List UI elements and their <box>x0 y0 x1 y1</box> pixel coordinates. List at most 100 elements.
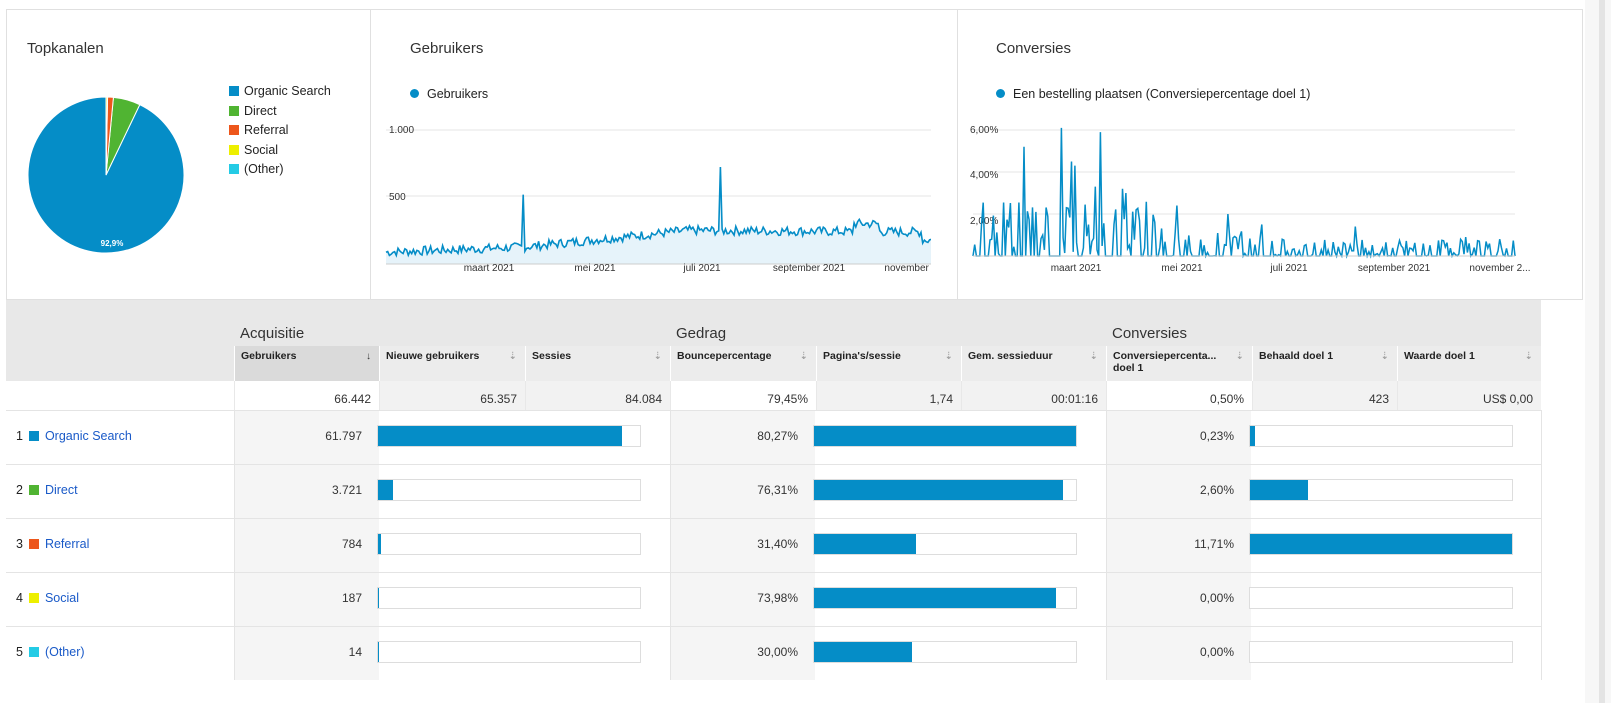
group-header-empty <box>6 300 234 346</box>
series-label: Een bestelling plaatsen (Conversiepercen… <box>1013 87 1311 101</box>
users-value: 14 <box>348 645 362 659</box>
column-header-7[interactable]: Behaald doel 1 ⇣ <box>1252 346 1397 381</box>
sort-arrow-icon[interactable]: ⇣ <box>653 351 662 362</box>
bounce-bar <box>813 479 1077 501</box>
users-line-chart[interactable]: 1.000 500 maart 2021 mei 2021 juli 2021 septe… <box>371 110 931 280</box>
row-channel: 4 Social <box>6 573 234 626</box>
users-bar <box>377 641 641 663</box>
conversion-bar-fill <box>1250 480 1309 500</box>
bounce-bar-fill <box>814 426 1076 446</box>
x-tick-label: mei 2021 <box>1161 263 1203 274</box>
conversion-line-chart[interactable]: 6,00%4,00%2,00%maart 2021 mei 2021 juli 20… <box>958 110 1545 280</box>
column-header-label: Pagina's/sessie <box>823 350 901 362</box>
column-header-2[interactable]: Sessies ⇣ <box>525 346 670 381</box>
scrollbar[interactable] <box>1585 0 1611 703</box>
channel-swatch <box>28 593 39 603</box>
x-tick-label: maart 2021 <box>1051 263 1102 274</box>
value-cell-bg <box>234 573 379 626</box>
group-header-acquisitie: Acquisitie <box>234 300 670 346</box>
value-cell-bg <box>670 411 815 464</box>
column-header-label: Gebruikers <box>241 350 297 362</box>
sort-arrow-icon[interactable]: ⇣ <box>1089 351 1098 362</box>
sort-arrow-icon[interactable]: ⇣ <box>508 351 517 362</box>
bounce-value: 76,31% <box>757 483 798 497</box>
x-tick-label: juli 2021 <box>1269 263 1308 274</box>
column-header-6[interactable]: Conversiepercenta... doel 1 ⇣ <box>1106 346 1252 381</box>
total-value: 1,74 <box>816 381 961 410</box>
row-number: 2 <box>16 483 23 497</box>
pie-chart[interactable]: 92,9% <box>21 90 191 260</box>
value-cell-bg <box>1106 519 1251 572</box>
total-value: 65.357 <box>379 381 525 410</box>
x-tick-label: november 2... <box>1469 263 1530 274</box>
total-value: 423 <box>1252 381 1397 410</box>
panel-title: Conversies <box>996 40 1072 57</box>
sort-arrow-icon[interactable]: ⇣ <box>1524 351 1533 362</box>
channel-link[interactable]: Referral <box>44 537 90 551</box>
row-channel: 1 Organic Search <box>6 411 234 464</box>
total-value: 0,50% <box>1106 381 1252 410</box>
series-label: Gebruikers <box>427 87 489 101</box>
sort-arrow-icon[interactable]: ⇣ <box>1380 351 1389 362</box>
y-tick-label: 4,00% <box>970 170 998 181</box>
group-label: Acquisitie <box>240 325 305 342</box>
series-legend: Gebruikers <box>410 87 488 101</box>
row-number: 4 <box>16 591 23 605</box>
users-series-line[interactable] <box>385 166 931 258</box>
conversion-value: 0,00% <box>1199 591 1234 605</box>
table-row: 3 Referral 784 31,40% 11,71% <box>6 518 1541 572</box>
column-header-0[interactable]: Gebruikers ↓ <box>234 346 379 381</box>
channel-link[interactable]: Social <box>44 591 79 605</box>
users-bar-fill <box>378 588 380 608</box>
users-value: 3.721 <box>331 483 362 497</box>
group-header-conversies: Conversies <box>1106 300 1541 346</box>
conversion-value: 2,60% <box>1199 483 1234 497</box>
sort-arrow-icon[interactable]: ⇣ <box>1235 351 1244 362</box>
column-separator <box>234 410 235 680</box>
value-cell-bg <box>1106 411 1251 464</box>
legend-item-organic-search[interactable]: Organic Search <box>229 84 331 98</box>
pie-percent-label: 92,9% <box>101 239 124 248</box>
legend-item-direct[interactable]: Direct <box>229 104 277 118</box>
row-number: 5 <box>16 645 23 659</box>
bounce-value: 73,98% <box>757 591 798 605</box>
sort-arrow-icon[interactable]: ⇣ <box>944 351 953 362</box>
legend-swatch <box>229 164 239 174</box>
conversion-value: 0,23% <box>1199 429 1234 443</box>
column-separator <box>1106 410 1107 680</box>
value-cell-bg <box>670 627 815 680</box>
legend-item-referral[interactable]: Referral <box>229 123 288 137</box>
row-channel: 3 Referral <box>6 519 234 572</box>
legend-item-other[interactable]: (Other) <box>229 162 284 176</box>
sort-arrow-icon[interactable]: ⇣ <box>799 351 808 362</box>
x-tick-label: maart 2021 <box>464 263 515 274</box>
users-value: 784 <box>341 537 362 551</box>
value-cell-bg <box>1106 573 1251 626</box>
scrollbar-thumb[interactable] <box>1599 0 1605 703</box>
channel-link[interactable]: Direct <box>44 483 78 497</box>
legend-label: Direct <box>244 103 277 118</box>
column-header-5[interactable]: Gem. sessieduur ⇣ <box>961 346 1106 381</box>
column-header-1[interactable]: Nieuwe gebruikers ⇣ <box>379 346 525 381</box>
channel-link[interactable]: Organic Search <box>44 429 132 443</box>
users-bar-fill <box>378 534 382 554</box>
sort-arrow-icon[interactable]: ↓ <box>366 351 371 362</box>
column-header-3[interactable]: Bouncepercentage ⇣ <box>670 346 816 381</box>
column-separator <box>1541 410 1542 680</box>
value-cell-bg <box>234 411 379 464</box>
column-header-label: Nieuwe gebruikers <box>386 350 480 362</box>
conversion-series-line[interactable] <box>972 127 1516 259</box>
channel-link[interactable]: (Other) <box>44 645 85 659</box>
channel-swatch <box>28 485 39 495</box>
column-header-label: Bouncepercentage <box>677 350 772 362</box>
column-header-8[interactable]: Waarde doel 1 ⇣ <box>1397 346 1541 381</box>
column-header-4[interactable]: Pagina's/sessie ⇣ <box>816 346 961 381</box>
column-separator <box>670 410 671 680</box>
legend-swatch <box>229 144 239 155</box>
bounce-bar-fill <box>814 534 917 554</box>
users-bar-fill <box>378 426 622 446</box>
x-tick-label: september 2021 <box>773 263 846 274</box>
panel-topkanalen: Topkanalen 92,9% Organic Search Direct Ref… <box>7 10 370 299</box>
x-tick-label: november 2... <box>884 263 931 274</box>
legend-item-social[interactable]: Social <box>229 143 278 157</box>
